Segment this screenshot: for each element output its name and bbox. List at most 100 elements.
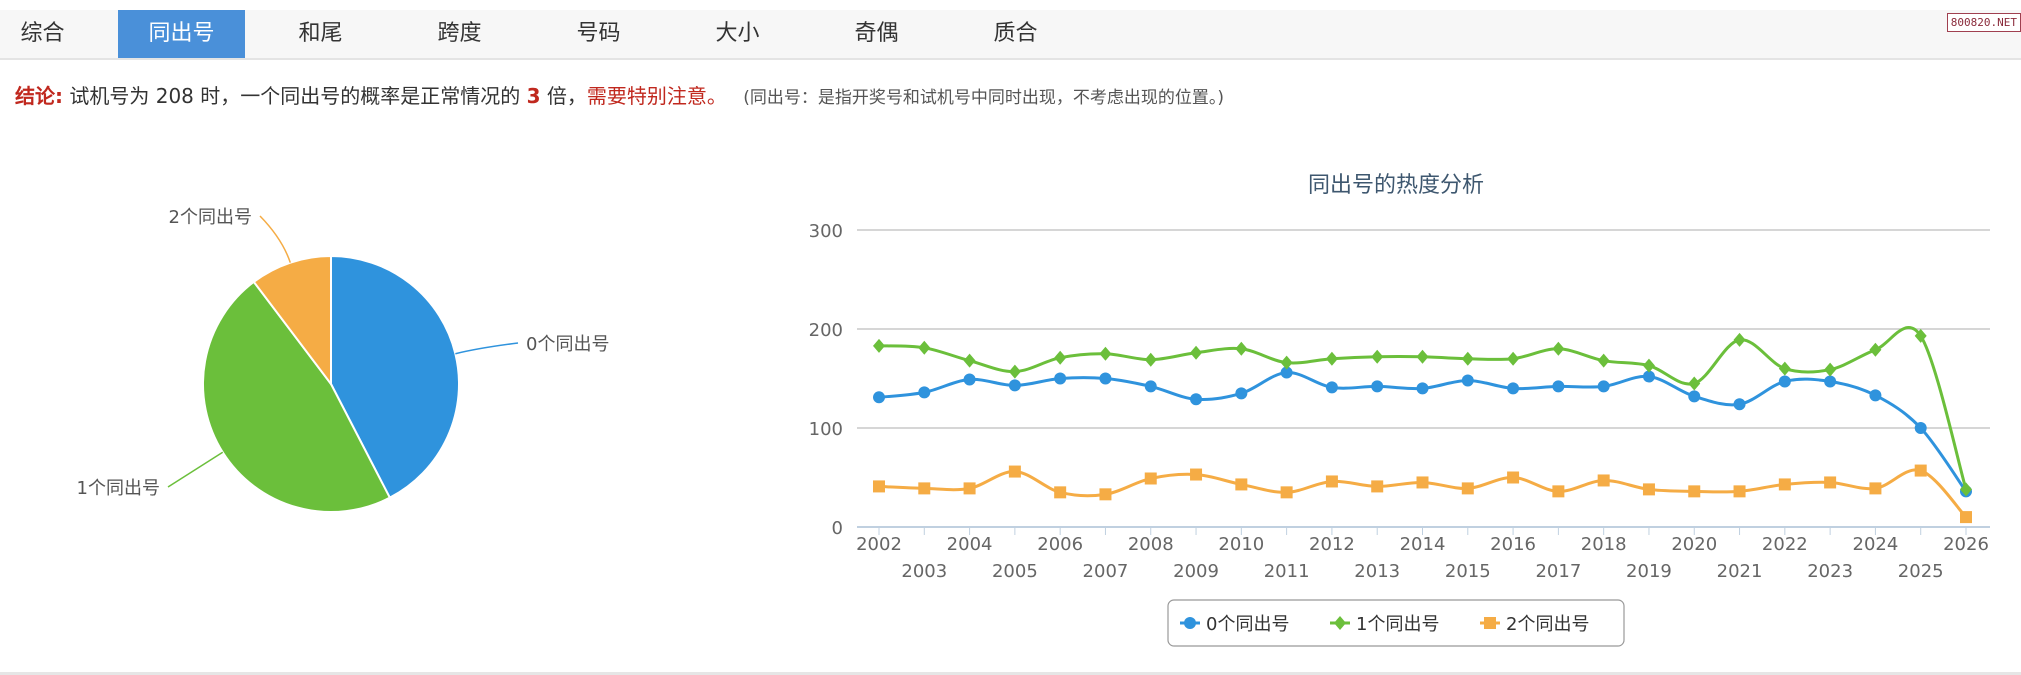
y-tick-label: 200 bbox=[809, 320, 843, 341]
pie-connector-0 bbox=[455, 342, 519, 355]
site-watermark: 800820.NET bbox=[1946, 13, 2021, 32]
data-point bbox=[1325, 351, 1338, 366]
data-point bbox=[1416, 382, 1429, 395]
x-tick-label: 2024 bbox=[1853, 534, 1899, 555]
tab-3[interactable]: 跨度 bbox=[437, 21, 482, 46]
x-tick-label: 2025 bbox=[1898, 561, 1944, 582]
data-point bbox=[1008, 379, 1021, 392]
series-0 bbox=[873, 366, 1972, 498]
bottom-border bbox=[0, 672, 2021, 675]
data-point bbox=[1054, 350, 1067, 365]
data-point bbox=[1190, 393, 1203, 406]
x-tick-label: 2017 bbox=[1535, 561, 1581, 582]
series-1 bbox=[873, 326, 1972, 497]
pie-connector-2 bbox=[259, 215, 292, 263]
data-point bbox=[1325, 381, 1338, 394]
data-point bbox=[1960, 511, 1972, 524]
data-point bbox=[1371, 349, 1384, 364]
pie-connector-1 bbox=[167, 451, 224, 488]
data-point bbox=[1733, 485, 1746, 498]
tab-bar: 综合 同出号 和尾 跨度 号码 大小 奇偶 质合 bbox=[0, 10, 2021, 60]
pie-label-1: 1个同出号 bbox=[77, 478, 160, 499]
legend-item-0[interactable]: 0个同出号 bbox=[1180, 614, 1289, 635]
data-point bbox=[1778, 478, 1791, 491]
data-point bbox=[1552, 341, 1565, 356]
x-tick-label: 2003 bbox=[901, 561, 947, 582]
data-point bbox=[1688, 485, 1701, 498]
pie-label-0: 0个同出号 bbox=[526, 334, 609, 355]
legend-item-2[interactable]: 2个同出号 bbox=[1480, 614, 1589, 635]
tab-1[interactable]: 同出号 bbox=[118, 10, 245, 58]
conclusion-note: (同出号：是指开奖号和试机号中同时出现，不考虑出现的位置。) bbox=[743, 88, 1225, 108]
data-point bbox=[1507, 471, 1520, 484]
data-point bbox=[1733, 332, 1746, 347]
data-point bbox=[918, 482, 931, 495]
data-point bbox=[1461, 351, 1474, 366]
data-point bbox=[1008, 465, 1021, 478]
data-point bbox=[1869, 389, 1882, 402]
data-point bbox=[963, 482, 976, 495]
data-point bbox=[1824, 476, 1837, 489]
x-tick-label: 2020 bbox=[1671, 534, 1717, 555]
data-point bbox=[1190, 345, 1203, 360]
data-point bbox=[873, 480, 885, 493]
data-point bbox=[1099, 488, 1112, 501]
legend-marker-icon bbox=[1184, 617, 1196, 629]
conclusion-text-2: 倍， bbox=[540, 84, 587, 108]
tab-2[interactable]: 和尾 bbox=[298, 21, 343, 46]
tab-0[interactable]: 综合 bbox=[20, 21, 65, 46]
y-tick-label: 300 bbox=[809, 221, 843, 242]
legend-marker-icon bbox=[1484, 617, 1496, 629]
data-point bbox=[1778, 361, 1791, 376]
data-point bbox=[1597, 380, 1610, 393]
data-point bbox=[1914, 464, 1927, 477]
data-point bbox=[873, 338, 885, 353]
conclusion-text: 试机号为 208 时，一个同出号的概率是正常情况的 bbox=[69, 84, 527, 108]
legend-label: 2个同出号 bbox=[1506, 614, 1589, 635]
data-point bbox=[1144, 472, 1157, 485]
data-point bbox=[1416, 476, 1429, 489]
tab-4[interactable]: 号码 bbox=[576, 21, 621, 46]
data-point bbox=[1869, 482, 1882, 495]
data-point bbox=[1960, 482, 1972, 497]
tab-6[interactable]: 奇偶 bbox=[854, 21, 899, 46]
data-point bbox=[1597, 474, 1610, 487]
tab-5[interactable]: 大小 bbox=[715, 21, 760, 46]
y-tick-label: 100 bbox=[809, 419, 843, 440]
data-point bbox=[1642, 358, 1655, 373]
x-tick-label: 2013 bbox=[1354, 561, 1400, 582]
data-point bbox=[1688, 390, 1701, 403]
x-tick-label: 2007 bbox=[1083, 561, 1129, 582]
data-point bbox=[1144, 380, 1157, 393]
x-tick-label: 2014 bbox=[1400, 534, 1446, 555]
data-point bbox=[1280, 366, 1293, 379]
conclusion-multiple: 3 bbox=[526, 84, 541, 108]
data-point bbox=[1099, 346, 1112, 361]
data-point bbox=[1280, 486, 1293, 499]
x-tick-label: 2015 bbox=[1445, 561, 1491, 582]
conclusion-warning: 需要特别注意。 bbox=[586, 84, 727, 108]
chart-title: 同出号的热度分析 bbox=[1308, 173, 1484, 198]
legend-label: 0个同出号 bbox=[1206, 614, 1289, 635]
x-tick-label: 2012 bbox=[1309, 534, 1355, 555]
data-point bbox=[1733, 398, 1746, 411]
y-tick-label: 0 bbox=[832, 518, 843, 539]
data-point bbox=[1099, 372, 1112, 385]
data-point bbox=[873, 391, 885, 404]
pie-slice-0 bbox=[330, 254, 460, 500]
data-point bbox=[918, 386, 931, 399]
data-point bbox=[1914, 422, 1927, 434]
data-point bbox=[1688, 376, 1701, 391]
data-point bbox=[1914, 328, 1927, 343]
x-tick-label: 2019 bbox=[1626, 561, 1672, 582]
data-point bbox=[1461, 374, 1474, 387]
x-tick-label: 2008 bbox=[1128, 534, 1174, 555]
data-point bbox=[1235, 387, 1248, 400]
data-point bbox=[1008, 364, 1021, 379]
data-point bbox=[1869, 342, 1882, 357]
tab-7[interactable]: 质合 bbox=[993, 21, 1038, 46]
data-point bbox=[1371, 380, 1384, 393]
x-tick-label: 2026 bbox=[1943, 534, 1989, 555]
legend-item-1[interactable]: 1个同出号 bbox=[1330, 614, 1439, 635]
data-point bbox=[1461, 482, 1474, 495]
